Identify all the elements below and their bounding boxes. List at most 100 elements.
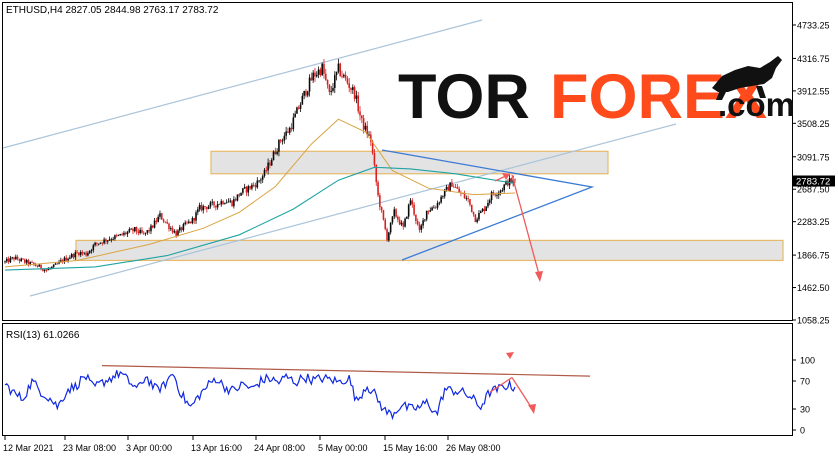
x-tick-label: 13 Apr 16:00 [191,443,242,453]
candle-body [180,227,183,231]
candle-body [472,212,475,215]
candle-body [15,256,17,260]
candle-body [406,216,408,219]
candle-body [252,184,255,186]
x-tick-label: 5 May 00:00 [318,443,368,453]
candle-body [251,184,253,189]
candle-body [213,201,215,206]
candle-body [225,202,228,204]
rsi-panel-frame [2,323,793,436]
forecast-arrowhead-down [535,271,543,282]
price-tick-label: 1058.25 [797,316,830,326]
candle-body [13,257,15,260]
candle-body [146,230,149,233]
candle-body [470,204,473,213]
price-chart [2,19,784,297]
candle-body [382,210,385,220]
ma-fast-line [4,118,516,268]
candle-body [85,252,87,256]
candle-body [97,243,100,245]
rsi-tick-label: 0 [800,426,805,436]
candle-body [281,140,284,142]
candle-body [242,188,244,193]
candle-body [261,176,264,180]
candle-body [263,170,266,177]
candle-body [166,222,168,224]
candle-body [373,152,376,165]
candle-body [296,107,298,114]
candle-body [47,268,50,271]
candle-body [285,131,287,136]
candle-body [220,201,223,205]
candle-body [384,219,387,230]
candle-body [112,239,114,240]
candle-body [110,239,113,241]
price-tick-label: 2283.25 [797,217,830,227]
candle-body [270,160,273,166]
candle-body [305,90,307,96]
candle-body [431,207,433,211]
candle-body [169,228,172,230]
candle-body [420,225,423,230]
rsi-chart [4,352,591,421]
candle-body [391,216,394,223]
candle-body [164,221,167,223]
candle-body [510,178,513,183]
candle-body [56,263,59,265]
candle-body [40,264,42,269]
candle-body [207,206,210,209]
candle-body [402,222,405,227]
candle-body [224,203,226,205]
candle-body [323,63,325,74]
candle-body [90,250,93,252]
candle-body [236,194,239,201]
candle-body [404,218,406,227]
rsi-forecast-down [511,377,534,411]
candle-body [400,222,403,225]
candle-body [308,77,311,92]
candle-body [337,63,340,72]
candle-body [114,235,116,240]
candle-body [292,117,295,130]
candle-body [315,74,318,77]
candle-body [31,262,33,263]
candle-body [34,264,37,266]
candle-body [105,239,107,242]
candle-body [63,257,66,263]
candle-body [29,262,32,265]
x-tick-label: 24 Apr 08:00 [254,443,305,453]
candle-body [20,258,23,261]
candle-body [335,71,338,76]
candle-body [215,205,217,208]
candle-body [126,231,129,235]
candle-body [99,242,102,244]
candle-body [150,225,152,232]
candle-body [478,212,480,220]
candle-body [249,186,251,189]
price-tick-label: 1866.75 [797,251,830,261]
x-tick-label: 15 May 16:00 [383,443,438,453]
candle-body [409,200,412,205]
candle-body [463,193,466,199]
candle-body [144,232,147,234]
candle-body [312,72,314,81]
candle-body [398,219,401,225]
rsi-forecast-up [489,376,513,393]
candle-body [38,264,41,267]
candle-body [487,202,489,207]
rsi-trendline [101,365,591,377]
candle-body [211,201,214,203]
candle-body [240,192,242,196]
candle-body [94,242,96,246]
candle-body [443,189,446,197]
candle-body [4,261,6,263]
candle-body [101,242,104,244]
rsi-forecast-arrowhead-down [528,404,536,414]
candle-body [407,204,410,217]
candle-body [9,257,12,263]
candle-body [74,252,77,258]
watermark-com: .com [718,86,795,123]
candle-body [370,134,372,142]
candle-body [290,127,293,130]
